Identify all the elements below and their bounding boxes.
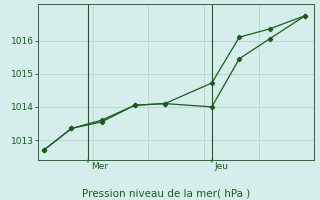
Text: Jeu: Jeu	[214, 162, 228, 171]
Text: Pression niveau de la mer( hPa ): Pression niveau de la mer( hPa )	[82, 188, 251, 198]
Text: Mer: Mer	[91, 162, 108, 171]
